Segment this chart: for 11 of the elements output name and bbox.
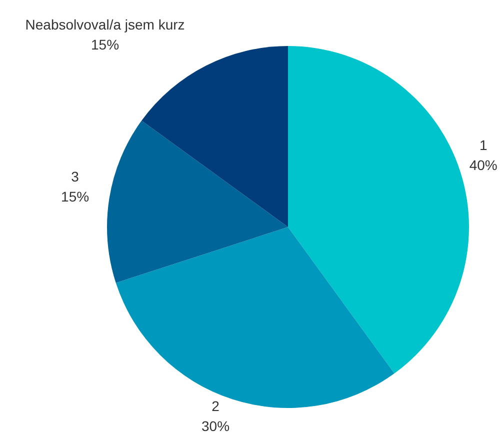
- data-label: 40%: [469, 157, 498, 174]
- slice-label: 2: [212, 398, 220, 414]
- data-label: 15%: [61, 188, 90, 205]
- slice-label: 1: [479, 137, 488, 154]
- pie-slice: [288, 46, 469, 374]
- pie-slice: [142, 46, 288, 227]
- data-label: 30%: [202, 418, 230, 434]
- pie-slice: [107, 120, 288, 283]
- data-label: 15%: [91, 36, 120, 53]
- slice-label: 3: [71, 168, 80, 185]
- slice-label: Neabsolvoval/a jsem kurz: [25, 16, 185, 33]
